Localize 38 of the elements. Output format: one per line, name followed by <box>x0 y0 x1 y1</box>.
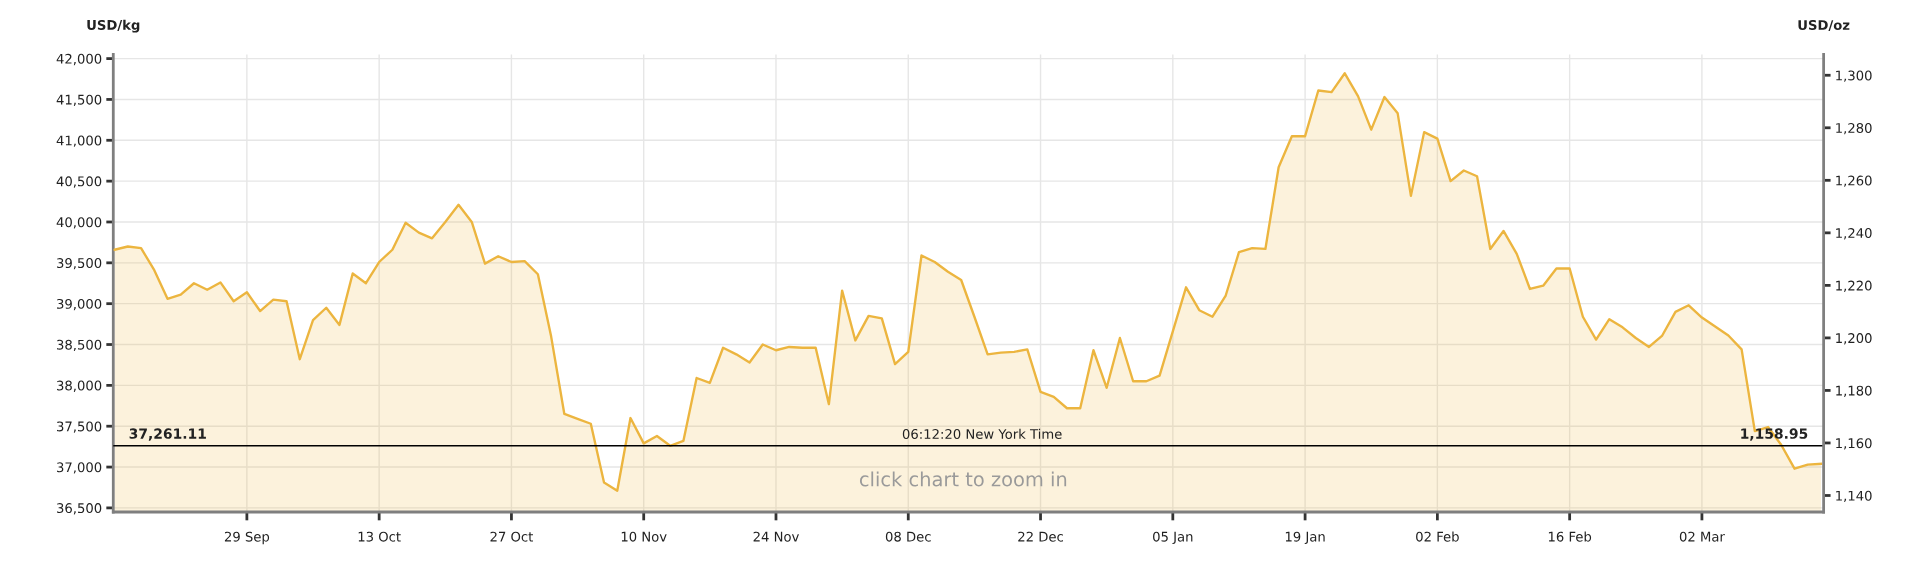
y-tick-label: 38,000 <box>57 380 102 392</box>
y-axis-title: USD/kg <box>87 19 140 33</box>
y-tick-label: 41,500 <box>56 94 102 106</box>
y2-tick-label: 1,280 <box>1836 123 1872 135</box>
y2-tick-label: 1,300 <box>1836 70 1872 82</box>
annotation: click chart to zoom in <box>859 471 1067 487</box>
y-tick-label: 39,000 <box>57 298 102 311</box>
x-tick-label: 29 Sep <box>224 531 270 545</box>
x-tick-label: 08 Dec <box>885 531 931 542</box>
y2-tick-label: 1,260 <box>1836 175 1872 187</box>
y2-tick-label: 1,240 <box>1836 228 1872 240</box>
x-tick-label: 27 Oct <box>490 531 534 542</box>
x-tick-label: 22 Dec <box>1018 531 1063 542</box>
y2-tick-label: 1,180 <box>1836 385 1872 397</box>
annotation: 06:12:20 New York Time <box>902 428 1062 439</box>
x-tick-label: 05 Jan <box>1153 531 1193 545</box>
y-tick-label: 41,000 <box>56 135 102 147</box>
y2-tick-label: 1,160 <box>1836 438 1872 450</box>
x-tick-label: 02 Mar <box>1679 531 1725 542</box>
x-tick-label: 13 Oct <box>358 531 401 542</box>
y-tick-label: 37,000 <box>57 462 102 474</box>
y2-tick-label: 1,200 <box>1836 333 1872 345</box>
y-tick-label: 42,000 <box>56 53 102 66</box>
x-tick-label: 16 Feb <box>1548 531 1592 542</box>
y-tick-label: 36,500 <box>57 503 102 515</box>
x-tick-label: 10 Nov <box>621 531 667 542</box>
y2-axis-title: USD/oz <box>1798 19 1850 32</box>
y-tick-label: 40,500 <box>56 176 102 188</box>
y-tick-label: 37,500 <box>57 421 102 433</box>
ref-line-label: 37,261.11 <box>129 428 206 441</box>
y-tick-label: 39,500 <box>57 258 102 270</box>
y-tick-label: 38,500 <box>57 339 102 352</box>
x-tick-label: 24 Nov <box>753 531 799 542</box>
x-tick-label: 02 Feb <box>1416 531 1459 542</box>
y-tick-label: 40,000 <box>56 217 102 229</box>
y2-tick-label: 1,220 <box>1836 280 1872 292</box>
x-tick-label: 19 Jan <box>1285 531 1325 545</box>
y2-tick-label: 1,140 <box>1836 490 1872 503</box>
